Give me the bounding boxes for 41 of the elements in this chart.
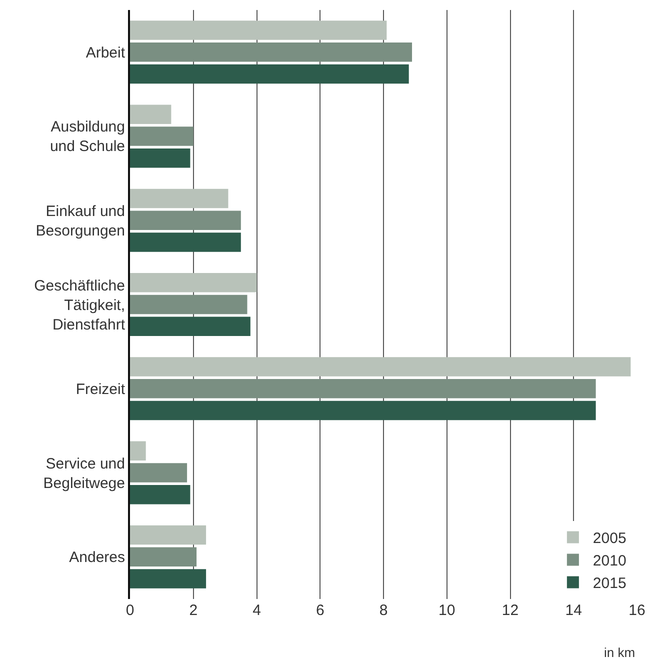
bar	[130, 42, 412, 62]
y-tick-label: Freizeit	[76, 380, 126, 398]
bar	[130, 485, 190, 504]
x-axis-title: in km	[604, 645, 636, 659]
y-tick-label: Anderes	[69, 549, 125, 566]
x-tick-label: 2	[189, 602, 198, 619]
x-tick-label: 4	[252, 602, 261, 619]
bar	[130, 357, 631, 376]
legend-label: 2005	[592, 530, 626, 548]
x-tick-label: 14	[565, 602, 582, 619]
bar	[130, 148, 190, 168]
y-tick-label: Einkauf und Besorgungen	[36, 202, 125, 240]
x-tick-label: 16	[628, 602, 646, 619]
bar	[130, 126, 194, 146]
x-tick-label: 8	[379, 602, 388, 619]
bar	[130, 210, 241, 230]
y-tick-label: Arbeit	[86, 44, 126, 62]
legend-label: 2010	[592, 552, 626, 570]
bar	[130, 188, 228, 208]
bar	[130, 441, 146, 461]
bar	[130, 294, 248, 314]
bar	[130, 547, 197, 567]
x-tick-label: 0	[126, 602, 134, 619]
bar	[130, 379, 596, 398]
x-tick-label: 12	[502, 602, 519, 619]
legend-label: 2015	[592, 575, 626, 592]
bar	[130, 316, 250, 336]
bar	[130, 569, 206, 588]
bar	[130, 400, 596, 420]
y-tick-label: Ausbildung und Schule	[50, 118, 125, 156]
y-tick-label: Service und Begleitwege	[43, 455, 125, 492]
x-tick-label: 6	[316, 602, 324, 619]
bar	[130, 273, 257, 292]
y-tick-label: Geschäftliche Tätigkeit, Dienstfahrt	[34, 277, 126, 334]
bar	[130, 525, 206, 545]
x-tick-label: 10	[438, 602, 456, 619]
bar	[130, 64, 409, 84]
bar	[130, 463, 188, 482]
bar	[130, 232, 241, 252]
bar	[130, 104, 172, 124]
bar	[130, 20, 387, 40]
